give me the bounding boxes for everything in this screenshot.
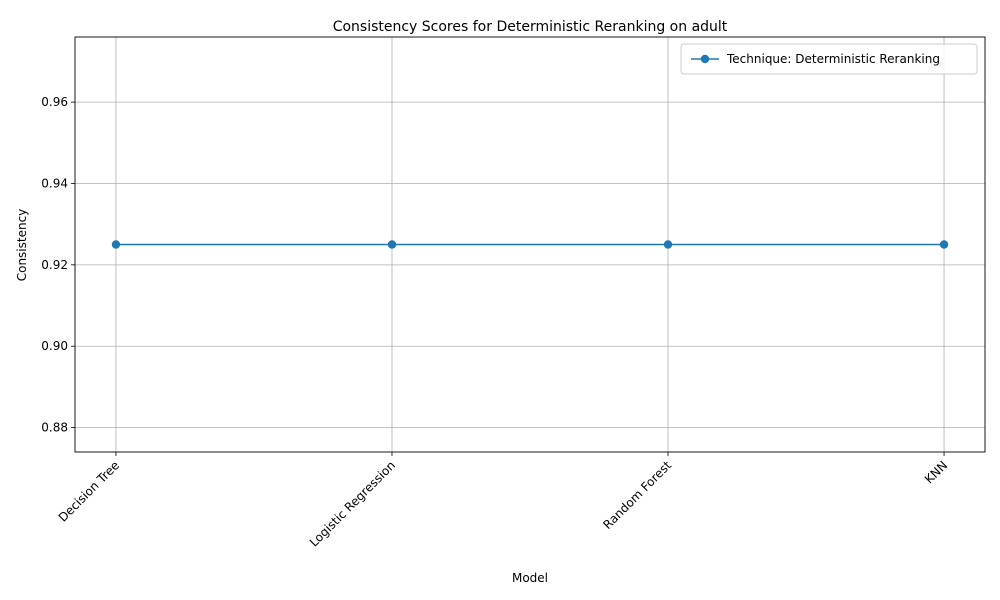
chart-title: Consistency Scores for Deterministic Rer… (333, 19, 728, 35)
legend-label: Technique: Deterministic Reranking (726, 52, 940, 66)
y-tick-label: 0.96 (41, 95, 68, 109)
data-point (387, 240, 397, 249)
data-point (663, 240, 673, 249)
y-tick-label: 0.92 (41, 258, 68, 272)
plot-frame (74, 36, 986, 453)
legend: Technique: Deterministic Reranking (680, 43, 978, 75)
y-axis-label: Consistency (15, 209, 29, 282)
data-point (939, 240, 949, 249)
legend-box (680, 43, 978, 75)
data-point (111, 240, 121, 249)
x-axis-label: Model (512, 571, 548, 585)
y-tick-label: 0.88 (41, 421, 68, 435)
legend-marker (700, 54, 710, 64)
y-tick-label: 0.90 (41, 339, 68, 353)
y-tick-label: 0.94 (41, 176, 68, 190)
